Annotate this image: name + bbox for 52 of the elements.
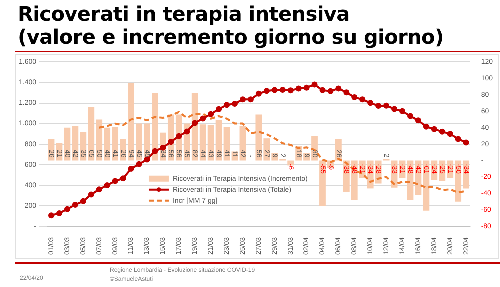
point <box>104 182 110 189</box>
point <box>352 94 358 101</box>
point <box>407 113 414 120</box>
point <box>200 116 206 122</box>
point <box>72 202 78 208</box>
point <box>152 148 158 154</box>
point <box>328 88 334 94</box>
point <box>312 82 318 88</box>
point <box>423 124 430 130</box>
point <box>264 88 270 94</box>
point <box>112 178 118 184</box>
point <box>216 106 222 112</box>
point <box>80 198 86 204</box>
point <box>120 176 126 182</box>
point <box>64 206 70 212</box>
point <box>248 96 254 103</box>
point <box>304 84 310 91</box>
point <box>296 86 302 92</box>
point <box>368 100 374 106</box>
point <box>184 128 190 135</box>
point <box>376 103 382 110</box>
point <box>256 90 262 97</box>
point <box>336 86 342 92</box>
point <box>208 111 214 118</box>
point <box>447 131 454 138</box>
point <box>455 136 462 142</box>
point <box>280 87 286 94</box>
point <box>176 133 182 140</box>
point <box>272 87 278 94</box>
point <box>431 126 438 132</box>
point <box>415 118 422 124</box>
point <box>288 88 294 94</box>
point <box>392 106 398 112</box>
point <box>439 128 446 135</box>
point <box>56 210 62 216</box>
point <box>400 108 406 114</box>
point <box>48 212 55 219</box>
point <box>96 186 102 193</box>
point <box>320 87 326 94</box>
point <box>168 139 174 146</box>
point <box>88 192 94 198</box>
point <box>128 166 134 172</box>
point <box>463 140 470 146</box>
point <box>136 161 142 168</box>
point <box>240 96 246 103</box>
point <box>192 120 198 126</box>
point <box>232 100 238 107</box>
point <box>360 96 366 103</box>
point <box>224 102 230 108</box>
point <box>344 90 350 96</box>
chart-title: Ricoverati in terapia intensiva (valore e incremento giorno su giorno) <box>18 2 444 49</box>
point <box>384 102 390 109</box>
